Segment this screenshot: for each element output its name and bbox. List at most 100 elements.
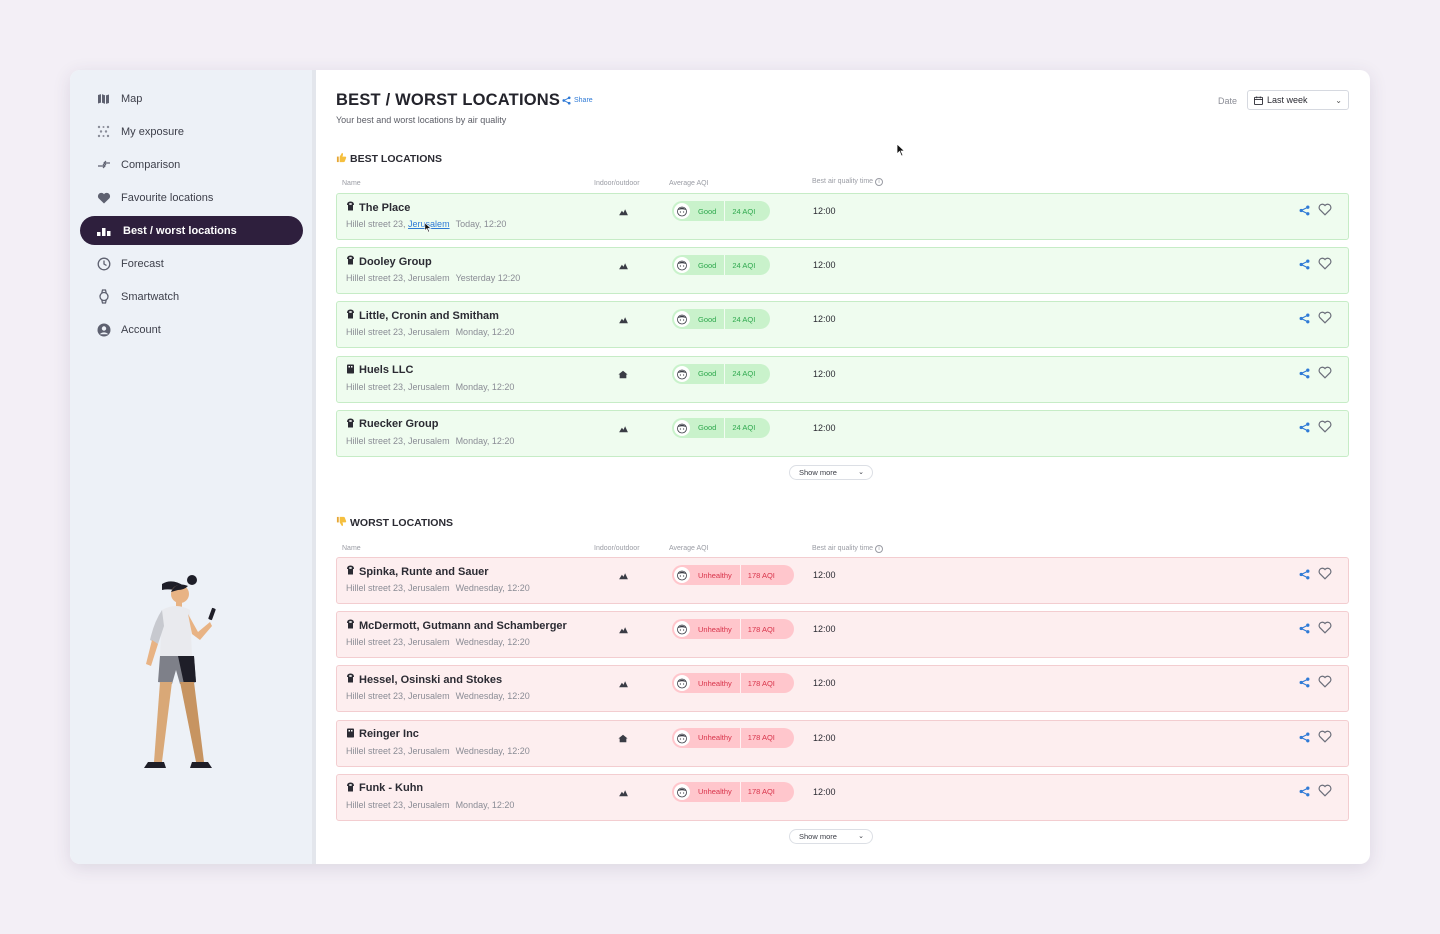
calendar-icon [1254, 95, 1263, 105]
heart-icon[interactable] [1318, 675, 1332, 689]
outdoor-mountain-icon [618, 257, 630, 270]
sidebar-item-label: Forecast [121, 257, 164, 270]
aqi-value: 24 AQI [724, 201, 755, 221]
worst-show-more-button[interactable]: Show more ⌄ [789, 829, 873, 844]
location-meta: Hillel street 23, Jerusalem Wednesday, 12… [346, 637, 530, 647]
share-icon[interactable] [1299, 677, 1310, 688]
location-meta: Hillel street 23, Jerusalem Monday, 12:20 [346, 800, 514, 810]
location-row[interactable]: Huels LLC Hillel street 23, Jerusalem Mond… [336, 355, 1349, 403]
location-row[interactable]: Dooley Group Hillel street 23, Jerusalem Y… [336, 247, 1349, 295]
best-time-value: 12:00 [813, 624, 836, 635]
sidebar-item-smartwatch[interactable]: Smartwatch [80, 282, 303, 311]
sidebar: Map My exposure Comparison Favourite loc… [70, 70, 316, 864]
share-icon[interactable] [1299, 205, 1310, 216]
best-section-title: BEST LOCATIONS [336, 152, 442, 166]
location-meta: Hillel street 23, Jerusalem Wednesday, 12… [346, 746, 530, 756]
sidebar-item-label: Smartwatch [121, 290, 180, 303]
col-best-time: Best air quality time i [812, 178, 884, 186]
info-icon[interactable]: i [875, 178, 884, 186]
map-icon [96, 91, 111, 106]
date-select[interactable]: Last week ⌄ [1247, 90, 1349, 110]
outdoor-mountain-icon [618, 784, 630, 796]
aqi-status: Unhealthy [698, 787, 732, 797]
heart-icon[interactable] [1318, 257, 1332, 270]
location-city-link: Jerusalem [408, 435, 450, 446]
location-row[interactable]: Hessel, Osinski and Stokes Hillel street … [336, 665, 1349, 713]
location-name: Little, Cronin and Smitham [346, 309, 499, 322]
share-link[interactable]: Share [562, 96, 593, 105]
location-row[interactable]: Funk - Kuhn Hillel street 23, Jerusalem Mo… [336, 773, 1349, 821]
aqi-value: 178 AQI [739, 619, 775, 640]
sidebar-item-comparison[interactable]: Comparison [80, 150, 303, 179]
location-row[interactable]: Reinger Inc Hillel street 23, Jerusalem We… [336, 719, 1349, 767]
heart-icon[interactable] [1318, 366, 1332, 379]
heart-icon[interactable] [1318, 784, 1332, 797]
location-name: Reinger Inc [346, 728, 419, 741]
share-icon[interactable] [1299, 786, 1310, 797]
location-city-link: Jerusalem [408, 745, 450, 756]
aqi-status: Good [698, 260, 717, 270]
sidebar-item-map[interactable]: Map [80, 84, 303, 113]
sidebar-item-label: Account [121, 323, 161, 336]
aqi-badge: Good 24 AQI [672, 363, 770, 384]
face-icon [674, 567, 690, 583]
location-row[interactable]: Ruecker Group Hillel street 23, Jerusalem… [336, 409, 1349, 457]
aqi-status: Unhealthy [698, 624, 732, 634]
location-city-link: Jerusalem [408, 799, 450, 810]
heart-icon[interactable] [1318, 567, 1332, 580]
location-timestamp: Monday, 12:20 [455, 381, 515, 392]
share-icon[interactable] [1299, 368, 1310, 379]
sidebar-item-forecast[interactable]: Forecast [80, 249, 303, 278]
location-row[interactable]: Spinka, Runte and Sauer Hillel street 23,… [336, 557, 1349, 604]
sidebar-item-account[interactable]: Account [80, 315, 303, 344]
heart-icon[interactable] [1318, 730, 1332, 743]
share-icon[interactable] [1299, 732, 1310, 743]
main-content: BEST / WORST LOCATIONS Share Your best a… [316, 70, 1370, 864]
heart-icon[interactable] [1318, 203, 1332, 216]
share-icon[interactable] [1299, 422, 1310, 433]
face-icon [674, 419, 690, 436]
sidebar-item-label: Comparison [121, 158, 181, 171]
indoor-house-icon [618, 366, 630, 378]
share-icon[interactable] [1299, 569, 1310, 580]
share-icon[interactable] [1299, 313, 1310, 324]
location-row[interactable]: McDermott, Gutmann and Schamberger Hillel… [336, 611, 1349, 659]
aqi-badge: Good 24 AQI [672, 309, 770, 330]
location-timestamp: Monday, 12:20 [455, 327, 515, 338]
best-time-value: 12:00 [813, 422, 836, 433]
chevron-down-icon: ⌄ [858, 469, 864, 476]
sidebar-item-label: Best / worst locations [123, 224, 237, 237]
col-best-time: Best air quality time i [812, 545, 884, 553]
aqi-status: Unhealthy [698, 733, 732, 743]
aqi-status: Good [698, 369, 717, 379]
sidebar-item-my-exposure[interactable]: My exposure [80, 117, 303, 146]
location-icon [346, 255, 355, 268]
face-icon [674, 365, 690, 382]
share-icon[interactable] [1299, 623, 1310, 634]
outdoor-mountain-icon [618, 420, 630, 432]
location-street: Hillel street 23, [346, 381, 406, 392]
location-timestamp: Yesterday 12:20 [455, 273, 521, 284]
outdoor-mountain-icon [618, 311, 630, 324]
share-icon[interactable] [1299, 259, 1310, 270]
face-icon [674, 257, 690, 274]
location-timestamp: Monday, 12:20 [455, 435, 515, 446]
heart-icon[interactable] [1318, 621, 1332, 634]
sidebar-item-best-worst-locations[interactable]: Best / worst locations [80, 216, 303, 245]
location-row[interactable]: Little, Cronin and Smitham Hillel street … [336, 301, 1349, 349]
location-icon [346, 418, 355, 431]
location-city-link[interactable]: Jerusalem [408, 219, 450, 229]
aqi-value: 178 AQI [739, 727, 775, 748]
face-icon [674, 621, 690, 638]
best-show-more-button[interactable]: Show more ⌄ [789, 465, 873, 480]
heart-icon[interactable] [1318, 311, 1332, 325]
info-icon[interactable]: i [875, 545, 884, 553]
heart-icon[interactable] [1318, 420, 1332, 433]
person-illustration [144, 575, 216, 768]
outdoor-mountain-icon [618, 203, 630, 216]
location-row[interactable]: The Place Hillel street 23, Jerusalem Toda… [336, 193, 1349, 240]
sidebar-item-favourite-locations[interactable]: Favourite locations [80, 183, 303, 212]
location-timestamp: Wednesday, 12:20 [455, 745, 530, 756]
face-icon [674, 311, 690, 328]
location-meta: Hillel street 23, Jerusalem Today, 12:20 [346, 219, 506, 229]
